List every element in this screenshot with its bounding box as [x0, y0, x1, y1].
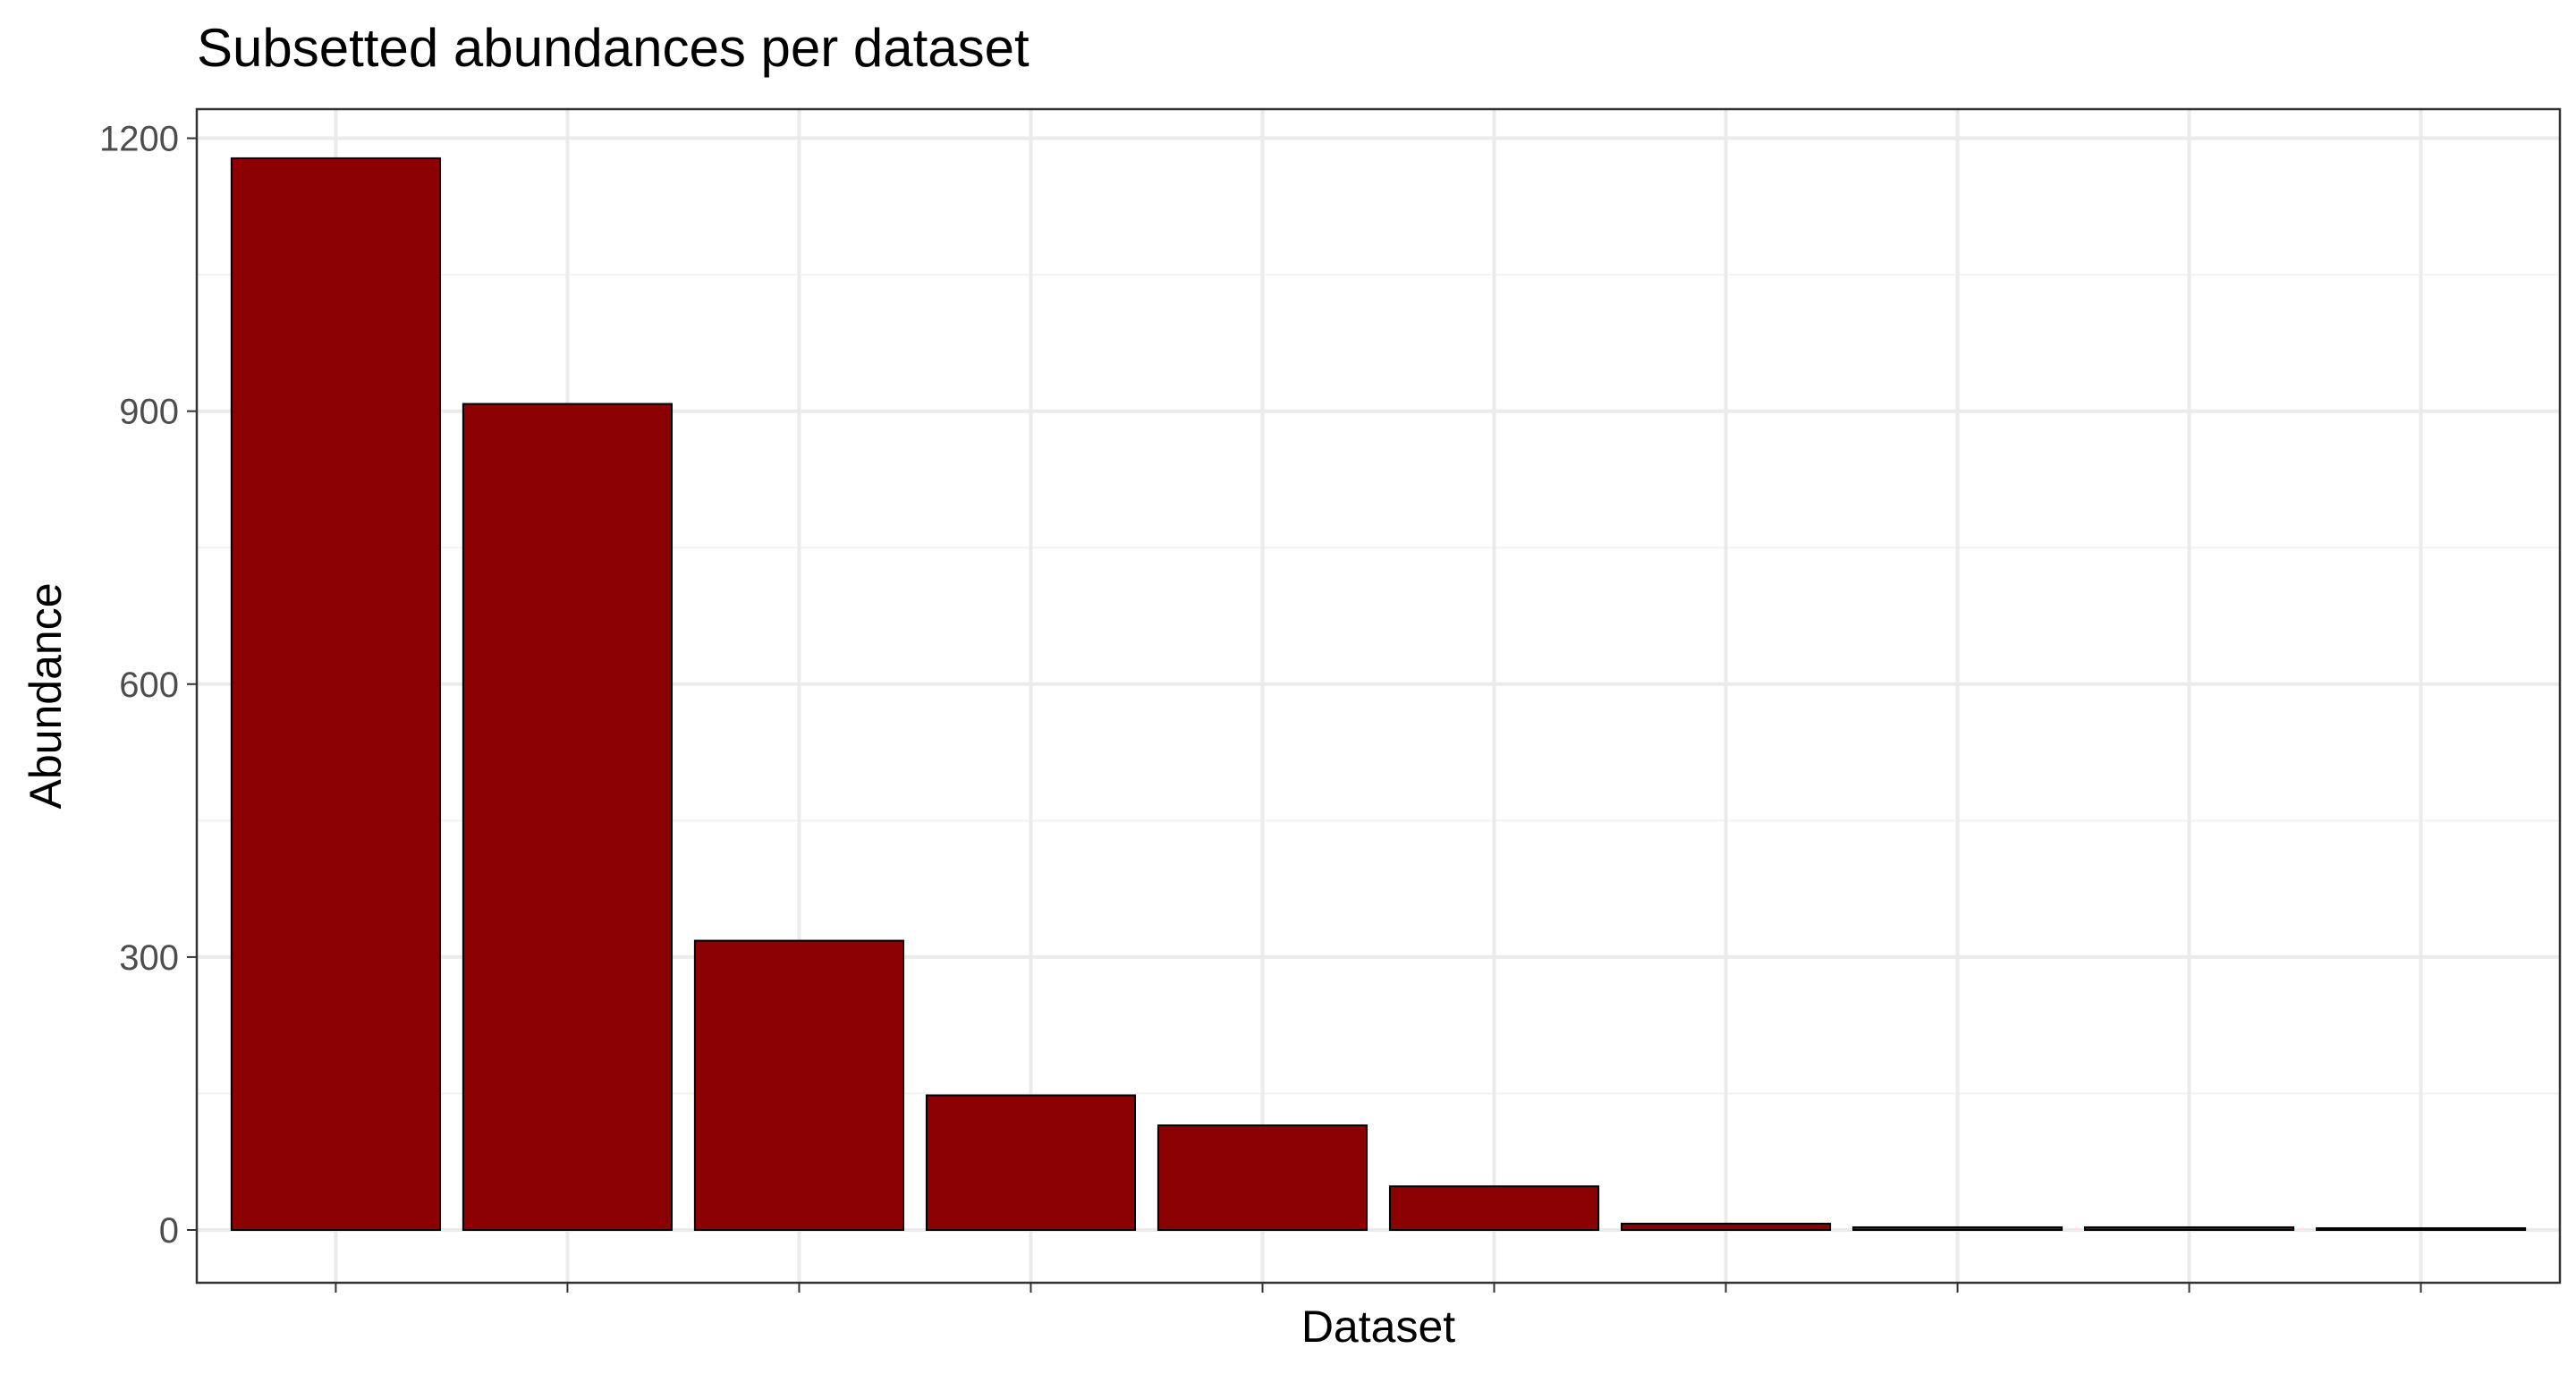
y-tick-label: 900 [119, 393, 179, 432]
bar-9 [2084, 1226, 2295, 1232]
plot-panel [195, 107, 2562, 1285]
x-axis-title: Dataset [1301, 1302, 1455, 1352]
y-axis-title: Abundance [21, 582, 71, 809]
bar-6 [1388, 1185, 1600, 1232]
bar-8 [1852, 1226, 2063, 1232]
bar-10 [2316, 1226, 2527, 1232]
bar-4 [925, 1094, 1137, 1232]
y-tick-label: 1200 [99, 120, 179, 159]
y-tick-label: 600 [119, 666, 179, 705]
bar-2 [462, 403, 673, 1232]
y-tick-label: 0 [159, 1211, 179, 1251]
bars [230, 157, 2527, 1232]
y-tick-label: 300 [119, 938, 179, 978]
bar-1 [230, 157, 441, 1232]
bar-3 [693, 939, 905, 1232]
x-axis-ticks [335, 1283, 2422, 1293]
bar-5 [1157, 1124, 1368, 1232]
chart-title: Subsetted abundances per dataset [197, 18, 1030, 78]
y-axis-ticks: 0 300 600 900 1200 [99, 120, 197, 1251]
bar-7 [1620, 1222, 1832, 1232]
